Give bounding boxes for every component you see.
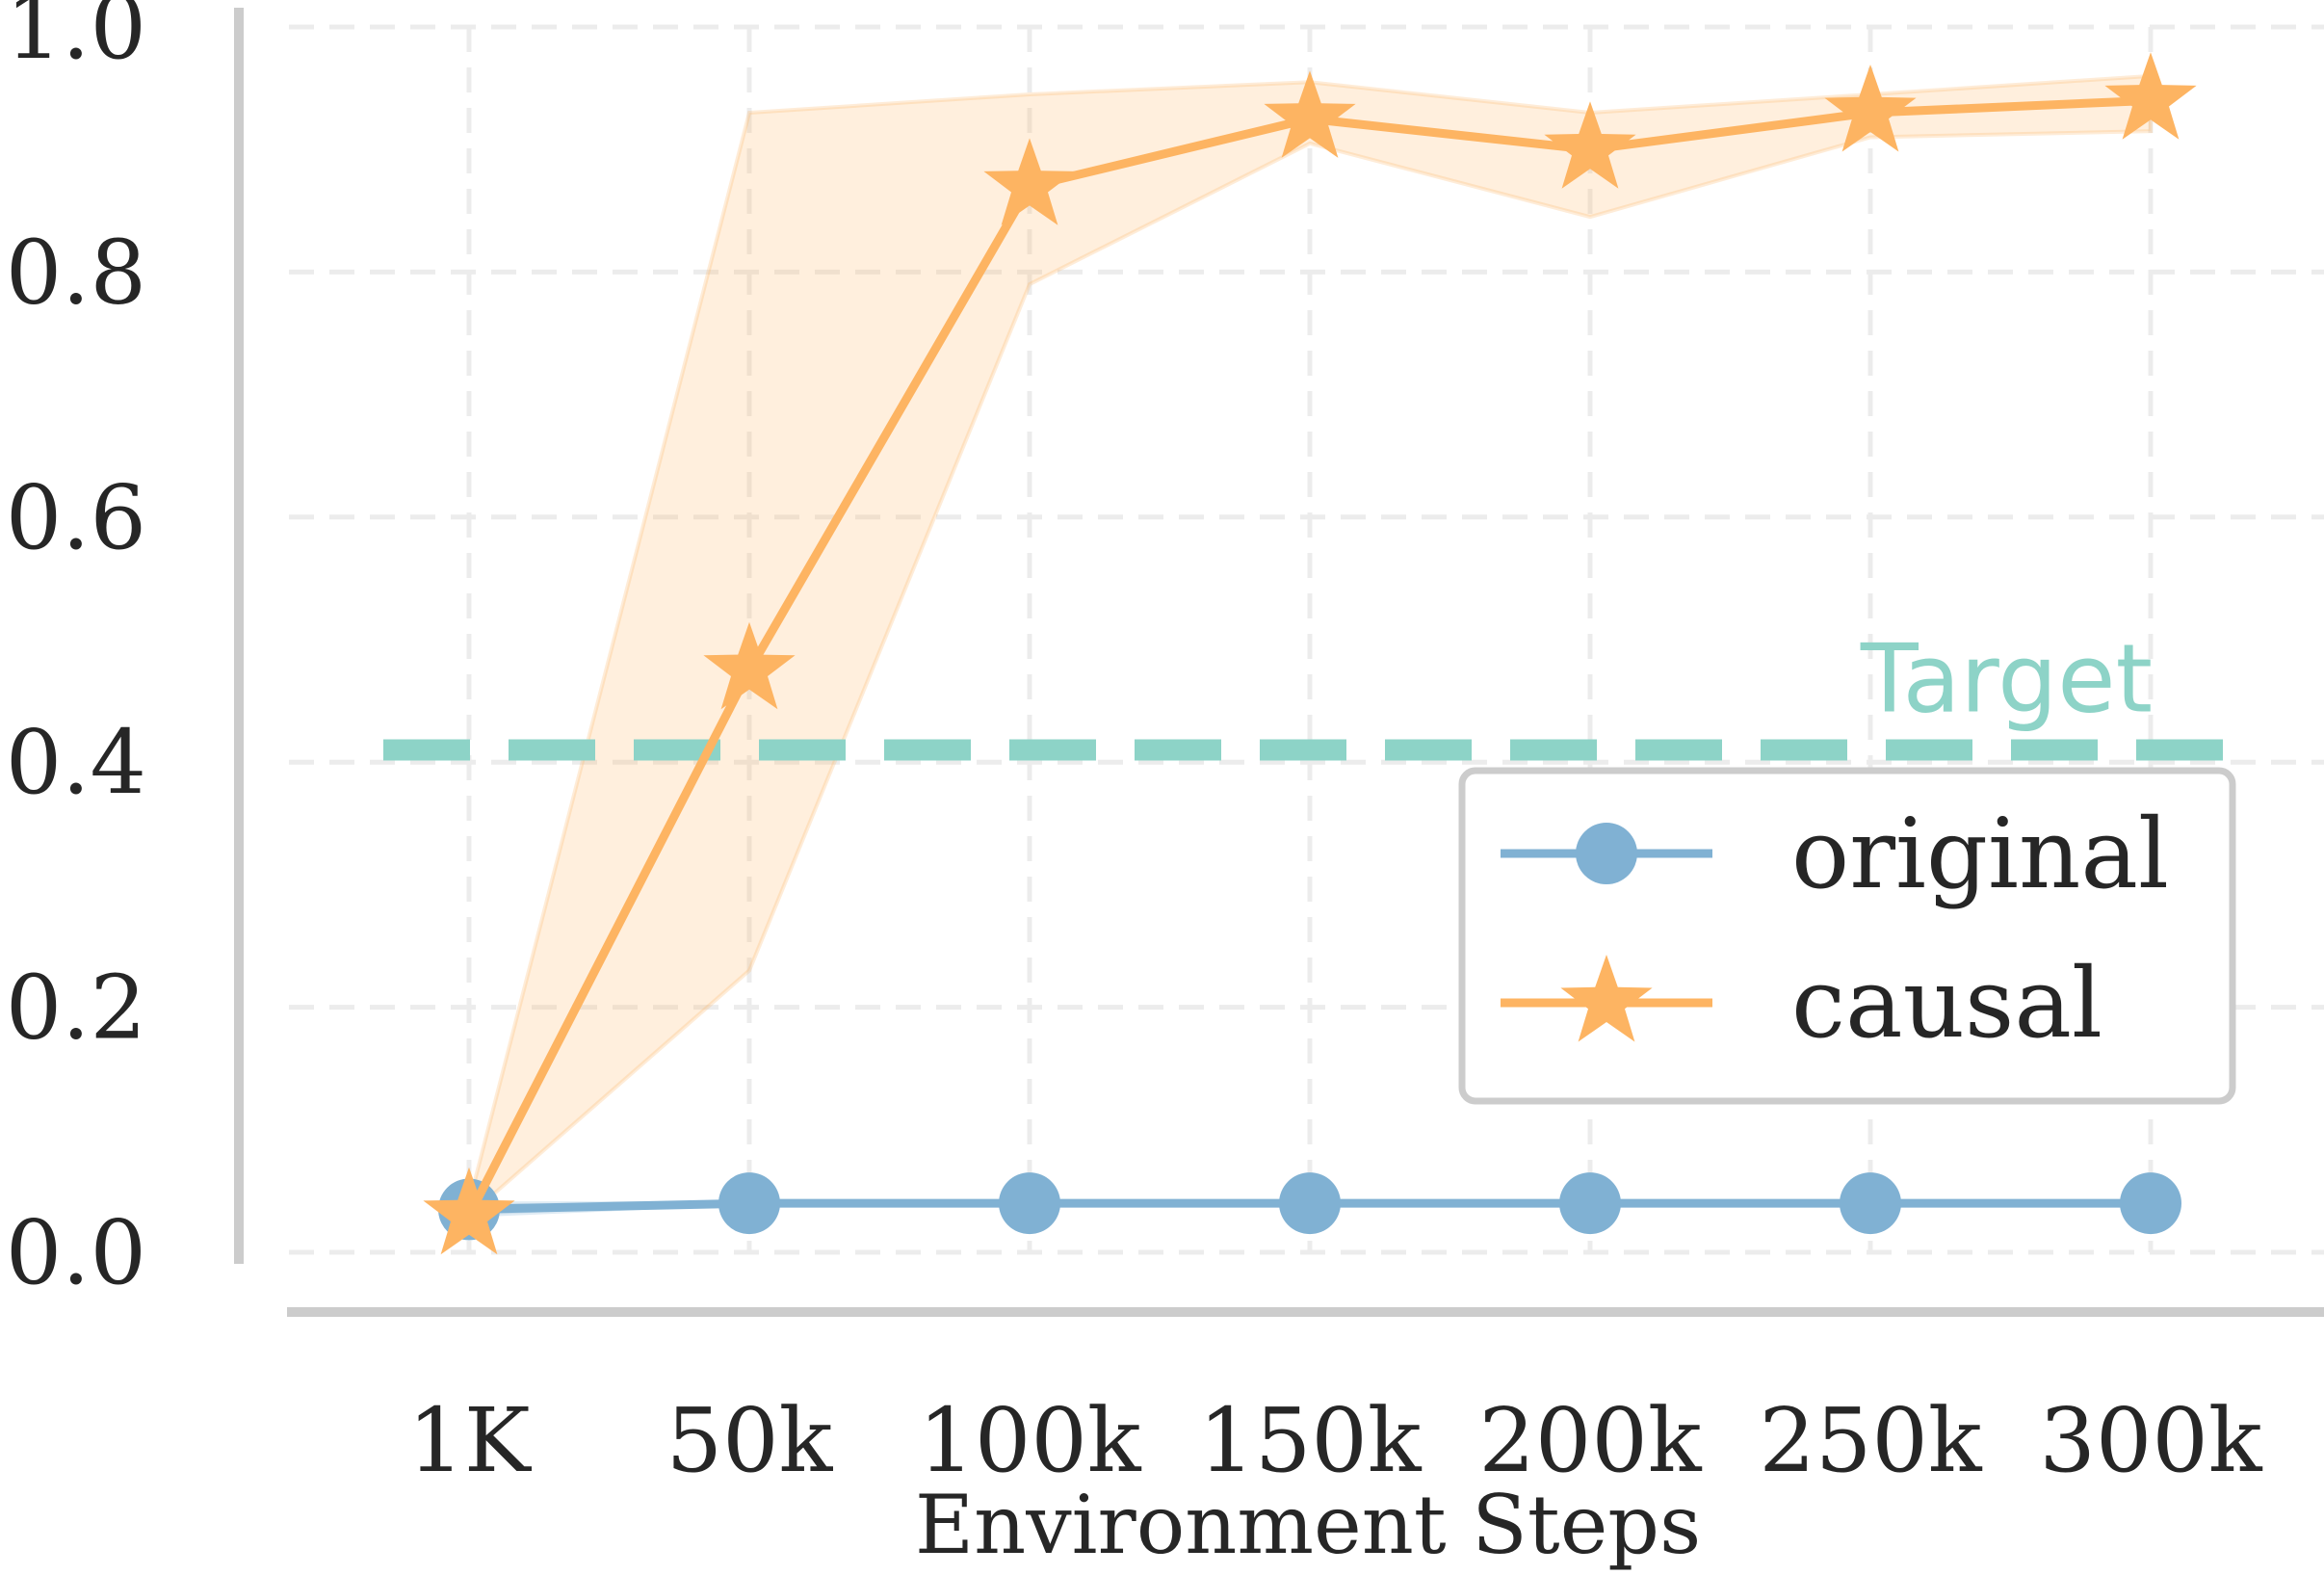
y-tick-labels: 0.0 0.2 0.4 0.6 0.8 1.0 — [6, 0, 146, 1304]
legend-label-causal: causal — [1791, 947, 2102, 1060]
point-causal — [2104, 52, 2197, 140]
x-tick-label: 1K — [407, 1389, 533, 1492]
point-original — [1559, 1172, 1621, 1235]
target-label: Target — [1860, 624, 2153, 734]
x-tick-label: 300k — [2039, 1389, 2263, 1492]
y-tick-label: 1.0 — [6, 0, 146, 79]
x-tick-label: 250k — [1759, 1389, 1983, 1492]
point-original — [999, 1172, 1060, 1235]
point-original — [1840, 1172, 1901, 1235]
y-tick-label: 0.2 — [6, 957, 146, 1060]
point-original — [1279, 1172, 1341, 1235]
point-causal — [423, 1167, 515, 1255]
legend-label-original: original — [1791, 798, 2169, 910]
legend: original causal — [1458, 767, 2236, 1105]
y-tick-label: 0.8 — [6, 221, 146, 324]
x-tick-label: 50k — [666, 1389, 834, 1492]
point-causal — [1544, 101, 1636, 189]
point-original — [2120, 1172, 2181, 1235]
x-tick-label: 100k — [918, 1389, 1142, 1492]
point-causal — [1264, 70, 1356, 158]
x-axis-title: Environment Steps — [915, 1478, 1701, 1572]
point-causal — [1824, 65, 1917, 152]
legend-marker-original — [1576, 823, 1637, 884]
y-tick-label: 0.0 — [6, 1201, 146, 1304]
x-tick-label: 150k — [1198, 1389, 1423, 1492]
y-tick-label: 0.4 — [6, 711, 146, 814]
x-tick-label: 200k — [1478, 1389, 1703, 1492]
point-causal — [983, 138, 1076, 225]
y-tick-label: 0.6 — [6, 466, 146, 569]
point-causal — [703, 621, 796, 710]
legend-marker-causal — [1560, 955, 1653, 1042]
x-tick-labels: 1K 50k 100k 150k 200k 250k 300k — [407, 1389, 2263, 1492]
series-group — [423, 52, 2197, 1255]
point-original — [718, 1172, 780, 1235]
target-line-group: Target — [383, 624, 2233, 761]
